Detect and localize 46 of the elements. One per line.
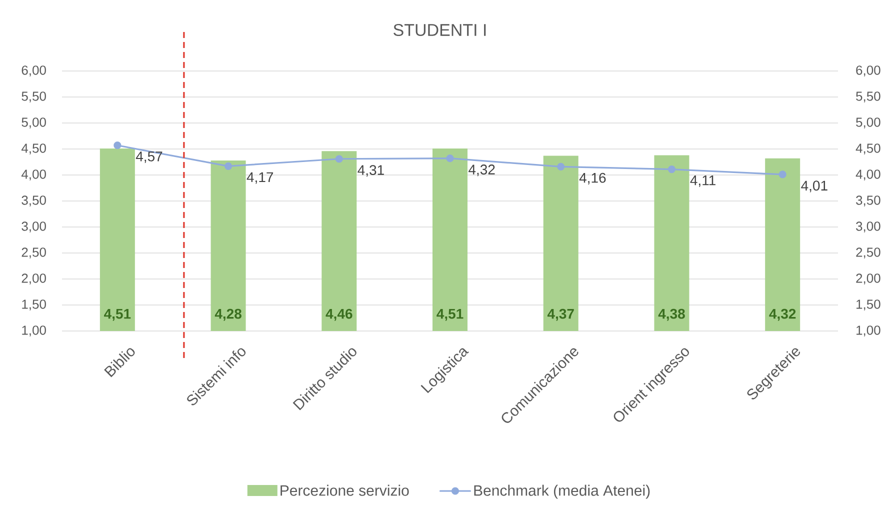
data-label: 4,17 (246, 172, 274, 184)
y2-tick-label: 2,00 (856, 274, 880, 284)
y-tick-label: 6,00 (22, 66, 46, 76)
point (778, 170, 786, 178)
data-label: 4,57 (136, 152, 162, 163)
point (114, 142, 122, 150)
y-tick-label: 3,50 (22, 196, 46, 206)
data-label: 4,28 (214, 308, 242, 321)
y2-tick-label: 1,50 (856, 300, 880, 310)
data-label: 4,51 (104, 309, 131, 321)
y-tick-label: 2,00 (22, 274, 46, 284)
chart-title: STUDENTI I (394, 24, 486, 36)
data-label: 4,38 (658, 308, 685, 321)
data-label: 4,01 (801, 180, 828, 192)
y-tick-label: 1,50 (22, 300, 46, 310)
y2-tick-label: 4,50 (856, 144, 880, 154)
y-tick-label: 2,50 (22, 248, 46, 258)
y2-tick-label: 2,50 (856, 248, 880, 258)
data-label: 4,11 (690, 175, 716, 187)
y-tick-label: 1,00 (22, 326, 46, 336)
legend-label: Benchmark (media Atenei) (474, 484, 650, 499)
y-tick-label: 5,50 (22, 92, 46, 102)
data-label: 4,51 (436, 309, 464, 321)
point (224, 162, 232, 170)
data-label: 4,32 (769, 308, 796, 321)
y-tick-label: 5,00 (22, 118, 46, 128)
y-tick-label: 4,00 (21, 170, 46, 180)
data-label: 4,37 (547, 308, 574, 321)
data-label: 4,46 (326, 308, 352, 321)
y2-tick-label: 5,50 (856, 92, 880, 102)
point (668, 165, 676, 174)
y2-tick-label: 3,50 (856, 196, 880, 206)
y2-tick-label: 4,00 (856, 170, 880, 180)
data-label: 4,32 (468, 164, 495, 176)
y-tick-label: 3,00 (22, 222, 46, 232)
y-tick-label: 4,50 (21, 144, 46, 154)
data-label: 4,16 (579, 172, 606, 184)
point (557, 162, 565, 170)
y2-tick-label: 6,00 (856, 66, 880, 76)
data-label: 4,31 (358, 165, 384, 177)
point (446, 154, 454, 162)
legend-label: Percezione servizio (280, 484, 409, 496)
y2-tick-label: 1,00 (856, 326, 880, 336)
y2-tick-label: 3,00 (856, 222, 880, 232)
point (335, 155, 343, 163)
y2-tick-label: 5,00 (856, 118, 880, 128)
